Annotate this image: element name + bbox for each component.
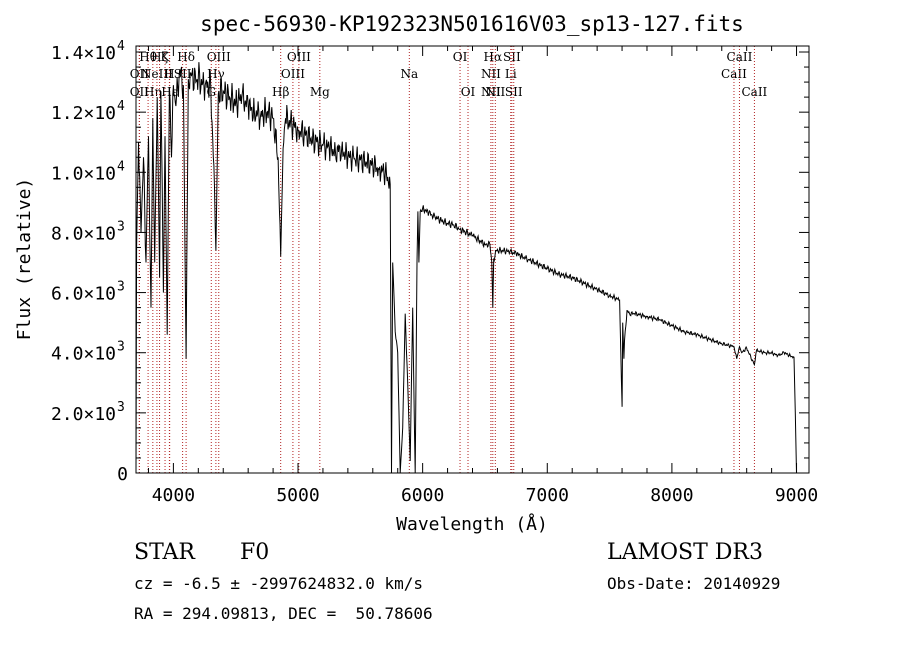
y-axis-label: Flux (relative): [14, 178, 35, 341]
spectral-line-label: OIII: [287, 50, 311, 64]
x-tick-label: 6000: [401, 485, 444, 506]
coordinates: RA = 294.09813, DEC = 50.78606: [134, 604, 433, 623]
y-tick-exponent: 3: [117, 340, 125, 355]
spectral-line-label: K: [161, 50, 171, 64]
object-subclass: F0: [240, 540, 270, 565]
y-tick-exponent: 3: [117, 400, 125, 415]
spectral-line-label: SII: [174, 67, 192, 81]
survey-name: LAMOST DR3: [607, 540, 763, 565]
y-tick-exponent: 4: [117, 99, 125, 114]
spectral-line-markers: OIIOIIHθHηNeIIIHζKHHεHδSIIGHγOIIIHβOIIIO…: [130, 46, 768, 473]
y-tick-label: 8.0×10: [51, 223, 116, 244]
spectral-line-label: CaII: [721, 67, 747, 81]
y-tick-label: 1.0×10: [51, 163, 116, 184]
spectral-line-label: NII: [481, 85, 501, 99]
spectral-line-label: Hα: [484, 50, 503, 64]
object-class: STAR: [134, 540, 195, 565]
y-tick-exponent: 3: [117, 219, 125, 234]
x-tick-label: 4000: [152, 485, 195, 506]
spectral-line-label: CaII: [741, 85, 767, 99]
y-tick-label: 1.2×10: [51, 103, 116, 124]
spectral-line-label: Hη: [144, 85, 162, 99]
spectral-line-label: OIII: [207, 50, 231, 64]
observation-date: Obs-Date: 20140929: [607, 574, 781, 593]
x-tick-label: 7000: [526, 485, 569, 506]
spectral-line-label: SII: [505, 85, 523, 99]
spectral-line-label: NII: [485, 85, 505, 99]
x-tick-label: 9000: [775, 485, 818, 506]
y-tick-exponent: 4: [117, 159, 125, 174]
spectral-line-label: OII: [130, 85, 150, 99]
spectral-line-label: Li: [505, 67, 517, 81]
y-tick-exponent: 3: [117, 280, 125, 295]
spectrum-line: [135, 62, 797, 474]
spectral-line-label: Mg: [310, 85, 330, 99]
x-tick-label: 8000: [650, 485, 693, 506]
spectral-line-label: OI: [461, 85, 476, 99]
spectral-line-label: OIII: [281, 67, 305, 81]
spectral-line-label: CaII: [727, 50, 753, 64]
spectral-line-label: Na: [400, 67, 418, 81]
chart-title: spec-56930-KP192323N501616V03_sp13-127.f…: [200, 12, 744, 36]
y-tick-label: 1.4×10: [51, 43, 116, 64]
spectral-line-label: Hβ: [272, 85, 289, 99]
spectral-line-label: SII: [503, 50, 521, 64]
spectral-line-label: Hζ: [151, 50, 168, 64]
y-axis-ticks: 02.0×10 34.0×10 36.0×10 38.0×10 31.0×10 41.2×…: [51, 39, 809, 485]
redshift-line: cz = -6.5 ± -2997624832.0 km/s: [134, 574, 423, 593]
x-tick-label: 5000: [276, 485, 319, 506]
y-tick-label: 6.0×10: [51, 284, 116, 305]
spectral-line-label: Hδ: [177, 50, 195, 64]
y-tick-label: 4.0×10: [51, 344, 116, 365]
y-tick-label: 0: [117, 464, 128, 485]
spectral-line-label: Hθ: [139, 50, 157, 64]
spectral-line-label: Hγ: [207, 67, 225, 81]
spectrum-series: [135, 62, 797, 474]
spectral-line-label: OI: [453, 50, 468, 64]
x-axis-ticks: 4000 5000 6000 7000 8000 9000: [147, 46, 818, 506]
x-axis-label: Wavelength (Å): [396, 513, 548, 535]
y-tick-exponent: 4: [117, 39, 125, 54]
y-tick-label: 2.0×10: [51, 404, 116, 425]
